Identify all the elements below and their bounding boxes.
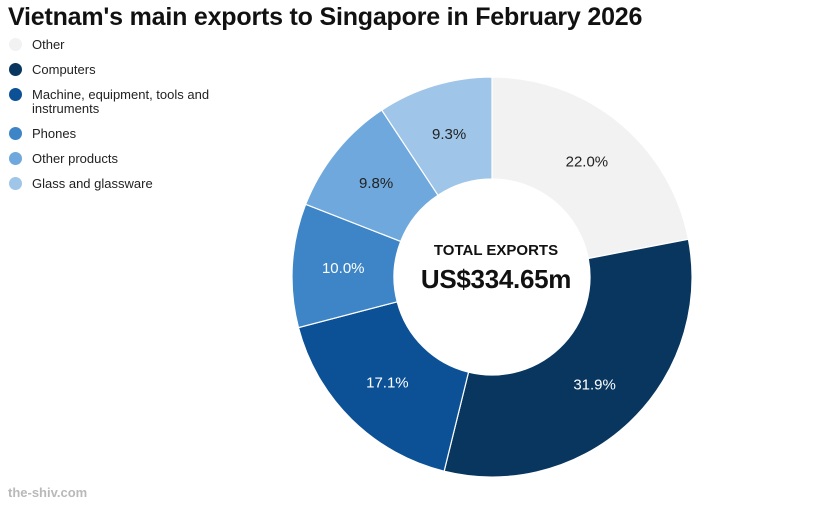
slice-other[interactable]: [491, 76, 690, 260]
chart-title: Vietnam's main exports to Singapore in F…: [8, 3, 643, 31]
legend-swatch: [9, 127, 22, 140]
source-credit: the-shiv.com: [8, 485, 88, 500]
slice-value-label: 31.9%: [573, 377, 616, 394]
center-label: TOTAL EXPORTS: [433, 242, 559, 259]
legend-label: Glass and glassware: [32, 176, 153, 191]
legend-label: Other: [32, 37, 65, 52]
slice-computers[interactable]: [443, 238, 693, 478]
legend-label: Phones: [32, 126, 77, 141]
chart-legend: Other Computers Machine, equipment, tools …: [9, 38, 239, 202]
slice-value-label: 22.0%: [566, 154, 609, 171]
legend-swatch: [9, 63, 22, 76]
legend-label: Computers: [32, 62, 96, 77]
legend-item[interactable]: Phones: [9, 127, 239, 141]
legend-swatch: [9, 152, 22, 165]
legend-item[interactable]: Glass and glassware: [9, 177, 239, 191]
legend-swatch: [9, 88, 22, 101]
legend-swatch: [9, 38, 22, 51]
legend-item[interactable]: Computers: [9, 63, 239, 77]
slice-value-label: 9.8%: [359, 175, 393, 192]
legend-swatch: [9, 177, 22, 190]
slice-value-label: 10.0%: [322, 260, 365, 277]
legend-item[interactable]: Other products: [9, 152, 239, 166]
slice-glass-and-glassware[interactable]: [380, 76, 493, 197]
slice-value-label: 9.3%: [432, 126, 466, 143]
center-value: US$334.65m: [420, 264, 572, 294]
slice-machine-equipment-tools-and-instruments[interactable]: [297, 301, 470, 472]
slice-value-label: 17.1%: [366, 375, 409, 392]
legend-item[interactable]: Other: [9, 38, 239, 52]
legend-label: Other products: [32, 151, 118, 166]
legend-label: Machine, equipment, tools and instrument…: [32, 87, 210, 116]
legend-item[interactable]: Machine, equipment, tools and instrument…: [9, 88, 239, 116]
